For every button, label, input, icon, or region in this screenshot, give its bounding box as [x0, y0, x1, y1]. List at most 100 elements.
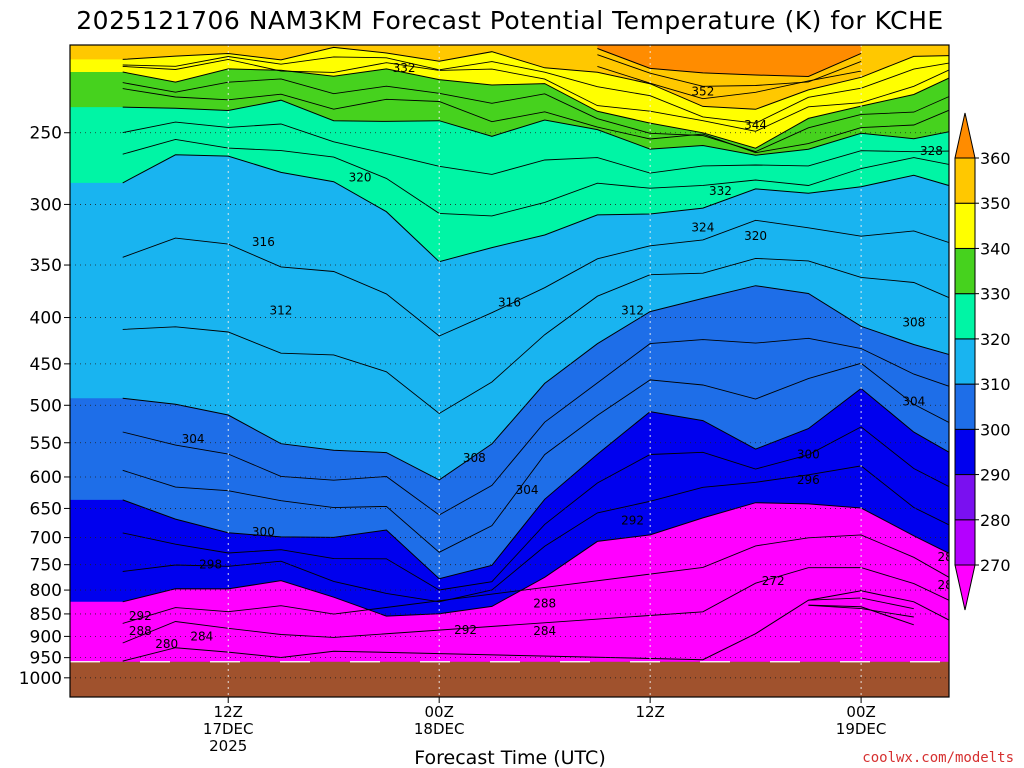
x-tick-label-1-1: 00Z [424, 703, 453, 721]
y-tick-label-850: 850 [30, 605, 62, 625]
y-tick-label-450: 450 [30, 355, 62, 375]
colorbar-segment-310 [954, 338, 976, 385]
contour-label-320-7: 320 [744, 229, 767, 243]
credit-text: coolwx.com/modelts [862, 750, 1014, 766]
isotherm-intermediate-350-0 [597, 65, 862, 100]
isotherm-intermediate-300-1 [122, 337, 949, 516]
contour-label-324-6: 324 [691, 220, 714, 234]
isotherm-intermediate-280-0 [122, 567, 949, 644]
x-tick-label-2-1: 12Z [635, 703, 664, 721]
isotherm-330 [122, 99, 949, 156]
x-tick-label-0-1: 12Z [214, 703, 243, 721]
isotherm-intermediate-330-1 [122, 78, 949, 153]
contour-label-292-35: 292 [454, 623, 477, 637]
contour-label-288-26: 288 [938, 550, 961, 564]
y-tick-label-300: 300 [30, 195, 62, 215]
band-region-280 [122, 590, 949, 664]
contour-label-344-2: 344 [744, 118, 767, 132]
y-tick-label-800: 800 [30, 581, 62, 601]
colorbar-label-330: 330 [980, 285, 1011, 304]
contour-label-298-27: 298 [199, 558, 222, 572]
colorbar-arrow-bottom [954, 564, 976, 611]
y-tick-label-900: 900 [30, 627, 62, 647]
colorbar-label-340: 340 [980, 239, 1011, 258]
colorbar-segment-290 [954, 428, 976, 476]
y-tick-label-250: 250 [30, 124, 62, 144]
isotherm-intermediate-270-0 [808, 604, 914, 618]
contour-label-316-9: 316 [252, 235, 275, 249]
contour-label-296-20: 296 [797, 473, 820, 487]
contour-label-332-5: 332 [709, 184, 732, 198]
colorbar-label-290: 290 [980, 466, 1011, 485]
isotherm-intermediate-320-1 [122, 121, 949, 175]
isotherm-intermediate-320-0 [122, 138, 949, 217]
contour-label-352-1: 352 [691, 84, 714, 98]
contour-label-332-0: 332 [393, 61, 416, 75]
color-filled-bands [70, 45, 949, 697]
colorbar-label-280: 280 [980, 511, 1011, 530]
x-tick-label-0-3: 2025 [209, 737, 247, 755]
isotherm-intermediate-300-0 [122, 362, 949, 553]
contour-label-328-3: 328 [920, 144, 943, 158]
x-tick-label-0-2: 17DEC [203, 720, 254, 738]
y-tick-label-700: 700 [30, 529, 62, 549]
colorbar: 270 280 290 300 310 320 330 340 350 360 [954, 112, 1011, 611]
isotherm-intermediate-280-1 [122, 534, 949, 624]
colorbar-segment-300 [954, 383, 976, 430]
y-tick-label-500: 500 [30, 396, 62, 416]
isotherm-350 [122, 46, 949, 110]
y-tick-label-650: 650 [30, 499, 62, 519]
isotherm-310 [122, 285, 949, 481]
colorbar-label-350: 350 [980, 194, 1011, 213]
contour-label-304-16: 304 [902, 394, 925, 408]
colorbar-label-300: 300 [980, 420, 1011, 439]
isotherm-intermediate-310-1 [122, 219, 949, 337]
contour-label-316-12: 316 [498, 296, 521, 310]
contour-label-292-31: 292 [129, 609, 152, 623]
contour-label-300-25: 300 [252, 525, 275, 539]
colorbar-segment-320 [954, 293, 976, 340]
isotherm-intermediate-340-1 [122, 56, 949, 124]
ground [70, 661, 949, 697]
band-above-360 [597, 45, 862, 77]
contour-label-304-21: 304 [516, 483, 539, 497]
contour-label-280-32: 280 [990, 609, 1013, 623]
isotherm-intermediate-350-1 [597, 54, 862, 87]
colorbar-segment-340 [954, 202, 976, 249]
contour-label-288-33: 288 [129, 624, 152, 638]
contour-label-292-24: 292 [621, 513, 644, 527]
colorbar-segment-330 [954, 247, 976, 295]
plot-frame [69, 44, 950, 698]
colorbar-label-310: 310 [980, 375, 1011, 394]
y-tick-label-550: 550 [30, 434, 62, 454]
time-axis: 12Z17DEC202500Z18DEC12Z00Z19DEC12Z [203, 697, 887, 755]
y-tick-label-600: 600 [30, 468, 62, 488]
x-axis-label: Forecast Time (UTC) [414, 747, 605, 768]
y-tick-label-750: 750 [30, 556, 62, 576]
colorbar-label-320: 320 [980, 330, 1011, 349]
grid-lines [70, 45, 949, 697]
x-tick-label-3-1: 00Z [846, 703, 875, 721]
y-tick-label-950: 950 [30, 649, 62, 669]
isotherm-270 [808, 604, 914, 626]
contour-label-312-13: 312 [270, 304, 293, 318]
contour-label-280-37: 280 [155, 637, 178, 651]
chart-title: 2025121706 NAM3KM Forecast Potential Tem… [76, 6, 943, 35]
isotherm-290 [122, 502, 949, 617]
x-tick-label-1-2: 18DEC [414, 720, 465, 738]
contour-labels: 3323523443283203323243203203163163123163… [129, 61, 1013, 651]
contour-label-300-19: 300 [797, 448, 820, 462]
contour-label-288-30: 288 [533, 597, 556, 611]
contour-label-312-14: 312 [621, 304, 644, 318]
contour-label-308-18: 308 [463, 451, 486, 465]
ground-fill [70, 661, 949, 697]
colorbar-segment-270 [954, 519, 976, 566]
contour-label-272-28: 272 [762, 574, 785, 588]
contour-label-320-4: 320 [349, 170, 372, 184]
colorbar-segment-350 [954, 157, 976, 204]
y-tick-label-400: 400 [30, 309, 62, 329]
contour-label-308-15: 308 [902, 315, 925, 329]
pressure-axis: 2503003504004505005506006507007508008509… [19, 124, 70, 689]
x-tick-label-3-2: 19DEC [836, 720, 887, 738]
